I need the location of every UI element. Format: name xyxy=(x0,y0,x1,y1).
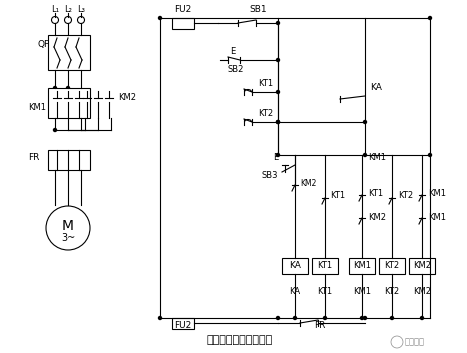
Text: L₃: L₃ xyxy=(77,6,85,14)
Circle shape xyxy=(429,17,432,19)
Text: KM2: KM2 xyxy=(413,287,431,297)
Bar xyxy=(349,258,375,274)
Text: KT1: KT1 xyxy=(368,189,383,197)
Circle shape xyxy=(158,317,162,319)
Text: FR: FR xyxy=(314,322,325,330)
Text: KT2: KT2 xyxy=(258,109,273,119)
Circle shape xyxy=(361,317,363,319)
Text: 定时自动循环控制电路: 定时自动循环控制电路 xyxy=(207,335,273,345)
Circle shape xyxy=(429,154,432,156)
Text: KA: KA xyxy=(289,262,301,270)
Text: FR: FR xyxy=(28,154,39,162)
Circle shape xyxy=(420,317,424,319)
Text: KT1: KT1 xyxy=(330,191,345,201)
Circle shape xyxy=(363,317,367,319)
Text: E: E xyxy=(230,48,236,56)
Circle shape xyxy=(54,86,57,90)
Circle shape xyxy=(324,317,326,319)
Text: E: E xyxy=(273,154,278,162)
Bar xyxy=(172,18,194,29)
Text: KM1: KM1 xyxy=(428,189,446,197)
Text: 技成培训: 技成培训 xyxy=(405,337,425,347)
Text: KA: KA xyxy=(290,287,301,297)
Bar xyxy=(48,88,90,118)
Text: KM1: KM1 xyxy=(28,103,46,113)
Text: KM2: KM2 xyxy=(300,179,316,187)
Circle shape xyxy=(390,317,394,319)
Bar xyxy=(282,258,308,274)
Circle shape xyxy=(276,90,280,94)
Text: KM2: KM2 xyxy=(413,262,431,270)
Text: KM1: KM1 xyxy=(353,262,371,270)
Bar xyxy=(312,258,338,274)
Text: SB2: SB2 xyxy=(228,65,244,73)
Text: QF: QF xyxy=(38,41,50,49)
Circle shape xyxy=(276,120,280,124)
Text: KM2: KM2 xyxy=(368,213,386,221)
Text: M: M xyxy=(62,219,74,233)
Circle shape xyxy=(276,59,280,61)
Circle shape xyxy=(276,22,280,24)
Text: KT1: KT1 xyxy=(258,79,273,89)
Circle shape xyxy=(158,17,162,19)
Text: KT2: KT2 xyxy=(384,287,400,297)
Text: KM2: KM2 xyxy=(118,94,136,102)
Circle shape xyxy=(66,86,70,90)
Text: SB1: SB1 xyxy=(249,6,267,14)
Circle shape xyxy=(276,120,280,124)
Circle shape xyxy=(276,154,280,156)
Bar xyxy=(48,35,90,70)
Text: KT1: KT1 xyxy=(318,287,333,297)
Text: 3~: 3~ xyxy=(61,233,75,243)
Text: FU2: FU2 xyxy=(174,322,191,330)
Text: L₂: L₂ xyxy=(64,6,72,14)
Circle shape xyxy=(54,128,57,132)
Bar xyxy=(379,258,405,274)
Text: FU2: FU2 xyxy=(174,6,191,14)
Bar xyxy=(409,258,435,274)
Text: KT1: KT1 xyxy=(318,262,333,270)
Text: KT2: KT2 xyxy=(398,191,413,201)
Circle shape xyxy=(276,317,280,319)
Bar xyxy=(172,318,194,329)
Text: SB3: SB3 xyxy=(262,170,278,179)
Text: KT2: KT2 xyxy=(384,262,400,270)
Text: KM1: KM1 xyxy=(353,287,371,297)
Circle shape xyxy=(293,317,297,319)
Circle shape xyxy=(363,154,367,156)
Text: KM1: KM1 xyxy=(428,213,446,221)
Text: KM1: KM1 xyxy=(368,154,386,162)
Bar xyxy=(48,150,90,170)
Text: KA: KA xyxy=(370,84,382,92)
Circle shape xyxy=(363,120,367,124)
Text: L₁: L₁ xyxy=(51,6,59,14)
